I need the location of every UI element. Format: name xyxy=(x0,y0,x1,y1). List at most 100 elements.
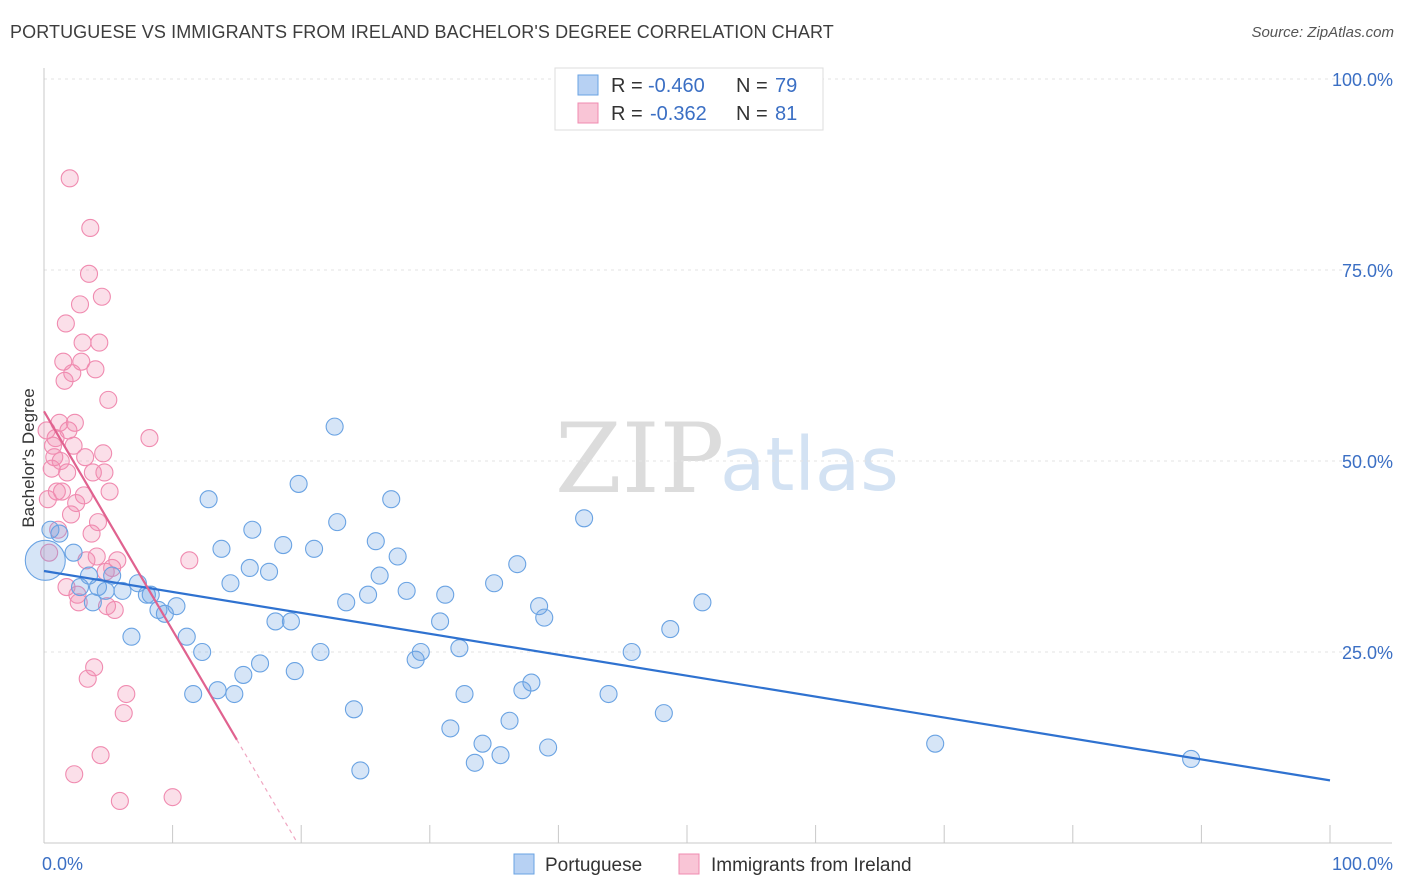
ireland-point-17 xyxy=(61,505,81,524)
portuguese-point-71 xyxy=(661,620,680,639)
y-tick-label-2: 75.0% xyxy=(1342,261,1393,281)
portuguese-point-46 xyxy=(382,490,401,509)
y-tick-label-1: 50.0% xyxy=(1342,452,1393,472)
portuguese-point-23 xyxy=(212,539,231,558)
ireland-point-13 xyxy=(56,314,75,333)
portuguese-point-36 xyxy=(305,539,324,558)
legend-n-label-2: N = xyxy=(736,103,768,125)
portuguese-point-19 xyxy=(184,684,203,704)
portuguese-point-64 xyxy=(530,597,549,616)
portuguese-point-56 xyxy=(465,753,484,772)
y-tick-label-3: 100.0% xyxy=(1332,70,1393,90)
x-tick-label-0: 0.0% xyxy=(42,854,83,874)
legend-swatch-ireland xyxy=(577,102,599,124)
portuguese-point-65 xyxy=(535,608,554,627)
portuguese-point-66 xyxy=(539,738,558,757)
ireland-point-55 xyxy=(163,788,182,807)
ireland-point-25 xyxy=(72,352,91,371)
ireland-point-2 xyxy=(40,543,59,562)
portuguese-point-61 xyxy=(508,555,527,574)
chart-title: PORTUGUESE VS IMMIGRANTS FROM IRELAND BA… xyxy=(10,22,834,42)
bottom-legend-portuguese: Portuguese xyxy=(545,855,642,876)
ireland-point-40 xyxy=(91,746,110,765)
legend-r-label-1: R = xyxy=(611,75,643,97)
ireland-point-41 xyxy=(92,287,111,306)
ireland-point-53 xyxy=(117,684,136,704)
portuguese-point-8 xyxy=(96,581,115,600)
portuguese-point-27 xyxy=(243,520,262,539)
ireland-point-54 xyxy=(140,429,159,448)
portuguese-point-25 xyxy=(225,684,244,704)
portuguese-point-37 xyxy=(311,642,330,662)
portuguese-point-24 xyxy=(221,574,240,593)
ireland-point-51 xyxy=(110,791,129,811)
series-immigrants-from-ireland xyxy=(37,169,199,811)
ireland-point-43 xyxy=(95,463,114,482)
portuguese-point-45 xyxy=(370,566,389,585)
portuguese-point-55 xyxy=(455,684,474,704)
portuguese-point-54 xyxy=(450,639,469,658)
ireland-point-10 xyxy=(52,482,72,501)
portuguese-point-59 xyxy=(491,746,510,765)
portuguese-point-40 xyxy=(337,593,356,612)
portuguese-point-72 xyxy=(693,593,712,612)
ireland-point-49 xyxy=(105,600,124,620)
portuguese-point-11 xyxy=(122,627,141,646)
series-legend: Portuguese Immigrants from Ireland xyxy=(513,853,912,876)
ireland-point-9 xyxy=(51,451,70,471)
portuguese-point-28 xyxy=(240,558,259,578)
ireland-point-28 xyxy=(76,448,95,467)
ireland-point-36 xyxy=(86,360,105,379)
legend-n-label-1: N = xyxy=(736,75,768,97)
portuguese-point-60 xyxy=(500,711,519,730)
source-label: Source: ZipAtlas.com xyxy=(1251,24,1394,41)
portuguese-point-42 xyxy=(351,761,370,780)
ireland-point-56 xyxy=(180,551,199,570)
portuguese-point-18 xyxy=(177,627,196,646)
ireland-point-24 xyxy=(70,295,90,314)
portuguese-point-57 xyxy=(473,734,492,753)
portuguese-point-38 xyxy=(325,417,344,436)
portuguese-point-3 xyxy=(64,543,83,562)
legend-r-label-2: R = xyxy=(611,103,643,125)
ireland-point-58 xyxy=(65,765,84,784)
portuguese-point-51 xyxy=(431,612,450,631)
x-tick-label-1: 100.0% xyxy=(1332,854,1393,874)
portuguese-point-43 xyxy=(359,585,378,604)
trend-extension-ireland xyxy=(236,739,298,844)
ireland-point-14 xyxy=(58,463,77,482)
portuguese-point-73 xyxy=(926,734,945,753)
portuguese-point-52 xyxy=(436,585,455,604)
portuguese-point-35 xyxy=(289,474,308,493)
ireland-point-38 xyxy=(88,513,108,532)
portuguese-point-33 xyxy=(281,612,300,631)
portuguese-point-58 xyxy=(485,574,504,593)
series-portuguese xyxy=(24,417,1201,780)
ireland-point-52 xyxy=(114,704,133,723)
axes xyxy=(43,68,1392,844)
portuguese-point-10 xyxy=(113,581,132,600)
bottom-legend-swatch-portuguese xyxy=(513,853,535,875)
portuguese-point-17 xyxy=(167,597,186,616)
ireland-point-33 xyxy=(82,524,101,543)
ireland-point-16 xyxy=(60,169,79,188)
ireland-point-31 xyxy=(79,264,99,283)
y-axis-label: Bachelor's Degree xyxy=(19,388,38,527)
portuguese-point-69 xyxy=(622,642,641,662)
ireland-point-20 xyxy=(65,413,84,432)
portuguese-point-41 xyxy=(344,700,363,719)
portuguese-point-0 xyxy=(24,539,66,581)
bottom-legend-ireland: Immigrants from Ireland xyxy=(711,855,912,876)
ireland-point-26 xyxy=(73,333,92,352)
ireland-point-12 xyxy=(55,371,74,390)
ireland-point-50 xyxy=(108,551,127,570)
legend-r-value-2: -0.362 xyxy=(650,103,707,125)
portuguese-point-20 xyxy=(193,642,212,662)
ireland-point-23 xyxy=(69,593,88,612)
y-tick-label-0: 25.0% xyxy=(1342,643,1393,663)
portuguese-point-2 xyxy=(50,524,69,543)
ireland-point-35 xyxy=(85,658,104,677)
trend-line-ireland xyxy=(43,410,238,741)
legend-n-value-2: 81 xyxy=(775,103,797,125)
